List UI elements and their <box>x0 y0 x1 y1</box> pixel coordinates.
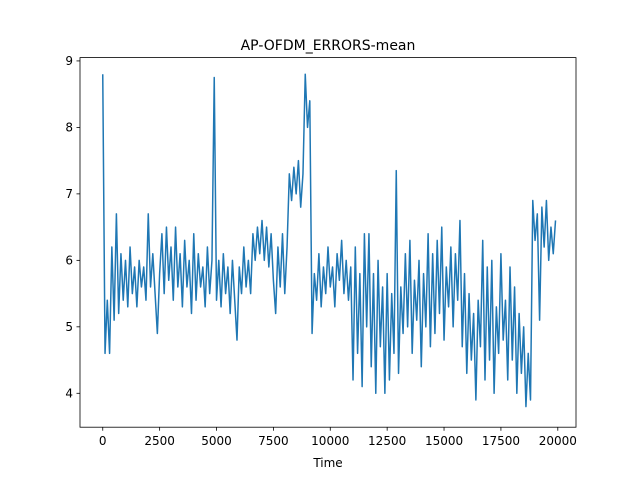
plot-frame <box>79 57 577 428</box>
x-tick-label: 5000 <box>201 434 232 448</box>
x-tick-label: 15000 <box>425 434 463 448</box>
x-tick-label: 7500 <box>258 434 289 448</box>
x-tick-label: 12500 <box>368 434 406 448</box>
y-tick-label: 9 <box>65 54 73 68</box>
x-tick-label: 10000 <box>311 434 349 448</box>
x-tick-label: 20000 <box>539 434 577 448</box>
y-tick-label: 8 <box>65 120 73 134</box>
y-tick-label: 4 <box>65 386 73 400</box>
x-tick-label: 2500 <box>144 434 175 448</box>
data-line <box>102 73 557 408</box>
x-axis-label: Time <box>312 456 342 470</box>
y-tick-label: 5 <box>65 320 73 334</box>
x-tick-label: 17500 <box>482 434 520 448</box>
y-tick-label: 6 <box>65 253 73 267</box>
chart-title: AP-OFDM_ERRORS-mean <box>241 38 416 54</box>
x-tick-label: 0 <box>99 434 107 448</box>
y-tick-label: 7 <box>65 187 73 201</box>
